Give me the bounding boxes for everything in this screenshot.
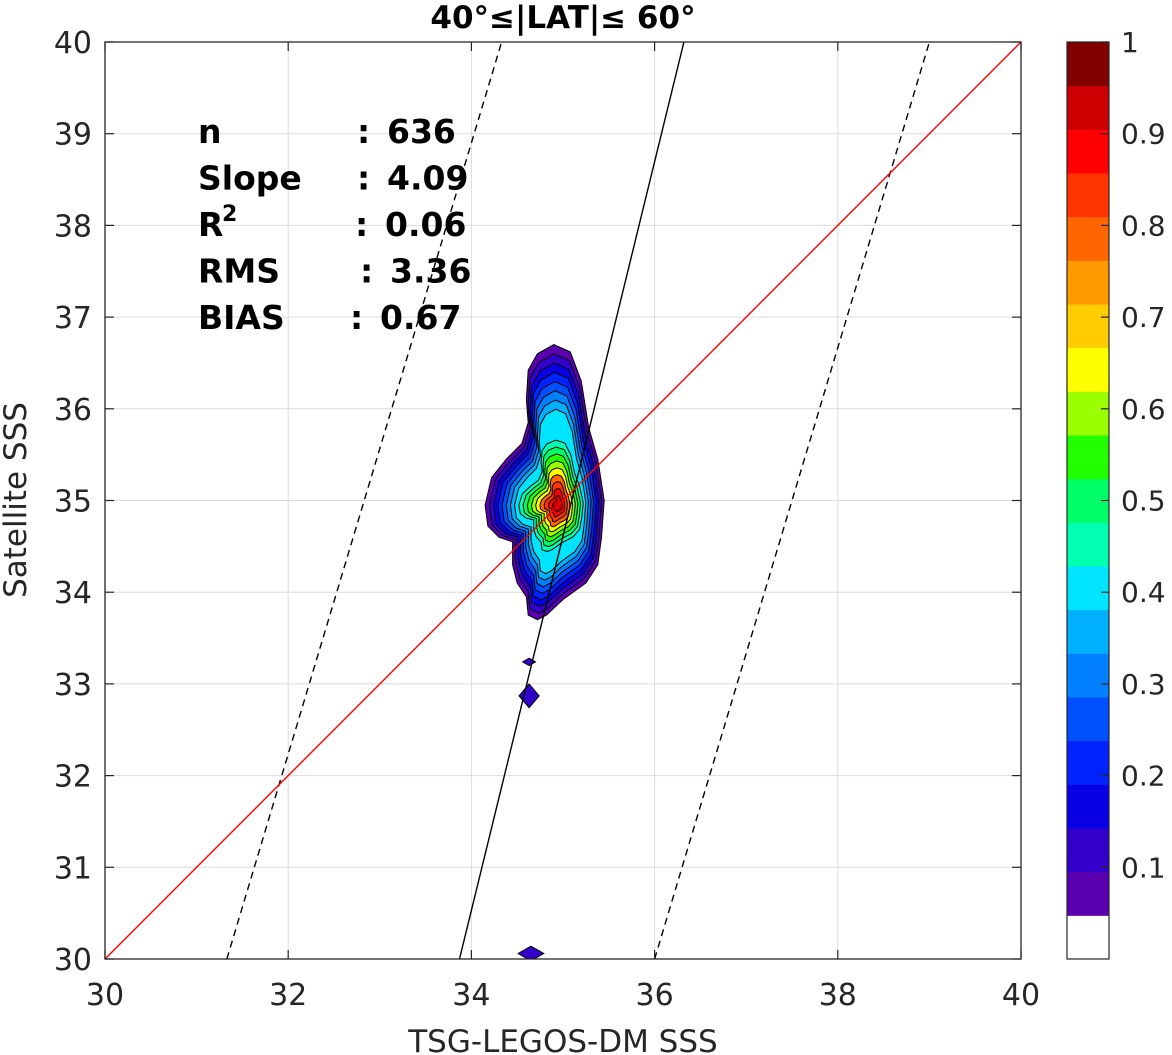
colorbar-tick-label: 0.7 <box>1121 301 1166 334</box>
colorbar-swatch <box>1067 42 1109 87</box>
colorbar-swatch <box>1067 784 1109 829</box>
colorbar: 0.1 0.2 0.3 0.4 0.5 0.6 0.7 0.8 0.9 1 <box>1066 26 1166 960</box>
y-tick-label: 40 <box>54 26 92 61</box>
density-contours <box>484 344 605 959</box>
colorbar-swatch <box>1067 304 1109 349</box>
colorbar-swatch <box>1067 173 1109 218</box>
colorbar-swatch <box>1067 609 1109 654</box>
y-tick-label: 37 <box>54 301 92 336</box>
stat-value: 0.06 <box>385 205 466 244</box>
colorbar-swatch <box>1067 435 1109 480</box>
stat-value: 636 <box>387 112 456 151</box>
y-tick-label: 36 <box>54 393 92 428</box>
colorbar-swatch <box>1067 347 1109 392</box>
reference-lines <box>105 42 1021 959</box>
x-tick-labels: 30 32 34 36 38 40 <box>86 978 1040 1013</box>
regression-line <box>458 42 685 959</box>
colorbar-swatch <box>1067 915 1109 960</box>
y-tick-label: 33 <box>54 668 92 703</box>
y-axis-label: Satellite SSS <box>0 402 34 598</box>
stat-name: BIAS <box>198 298 285 337</box>
colorbar-tick-label: 0.2 <box>1121 760 1166 793</box>
x-tick-label: 30 <box>86 978 124 1013</box>
stat-name: R <box>198 205 223 244</box>
colorbar-tick-label: 0.1 <box>1121 851 1166 884</box>
stat-value: 0.67 <box>380 298 461 337</box>
y-tick-label: 32 <box>54 760 92 795</box>
colorbar-swatch <box>1067 522 1109 567</box>
stat-separator: : <box>360 252 373 291</box>
density-blob <box>517 945 545 959</box>
y-tick-label: 38 <box>54 209 92 244</box>
stat-name: n <box>198 112 222 151</box>
colorbar-swatch <box>1067 566 1109 611</box>
colorbar-swatch <box>1067 129 1109 174</box>
colorbar-tick-label: 0.3 <box>1121 668 1166 701</box>
stat-name: Slope <box>198 159 302 198</box>
stat-separator: : <box>357 159 370 198</box>
stat-value: 3.36 <box>390 252 471 291</box>
stat-value: 4.09 <box>387 159 468 198</box>
colorbar-swatch <box>1067 740 1109 785</box>
colorbar-tick-label: 0.6 <box>1121 393 1166 426</box>
colorbar-swatch <box>1067 871 1109 916</box>
colorbar-swatch <box>1067 216 1109 261</box>
y-tick-label: 31 <box>54 851 92 886</box>
density-blob <box>518 683 540 709</box>
chart-title: 40°≤|LAT|≤ 60° <box>430 0 695 36</box>
colorbar-tick-label: 0.9 <box>1121 118 1166 151</box>
colorbar-tick-label: 0.5 <box>1121 485 1166 518</box>
axis-ticks <box>104 41 1022 960</box>
y-tick-label: 35 <box>54 485 92 520</box>
colorbar-swatch <box>1067 85 1109 130</box>
y-tick-label: 39 <box>54 118 92 153</box>
colorbar-swatch <box>1067 391 1109 436</box>
colorbar-swatch <box>1067 697 1109 742</box>
stat-superscript: 2 <box>222 202 237 227</box>
stat-separator: : <box>357 112 370 151</box>
dashed-line-upper <box>226 42 503 959</box>
colorbar-swatch <box>1067 828 1109 873</box>
stat-separator: : <box>355 205 368 244</box>
stat-separator: : <box>350 298 363 337</box>
identity-line <box>105 42 1021 959</box>
dashed-line-lower <box>653 42 931 959</box>
colorbar-swatch <box>1067 653 1109 698</box>
x-tick-label: 40 <box>1002 978 1040 1013</box>
y-tick-label: 34 <box>54 576 92 611</box>
density-blob <box>521 657 537 667</box>
y-tick-labels: 30 31 32 33 34 35 36 37 38 39 40 <box>54 26 92 978</box>
stat-name: RMS <box>198 252 280 291</box>
y-tick-label: 30 <box>54 943 92 978</box>
x-tick-label: 38 <box>819 978 857 1013</box>
colorbar-tick-label: 0.8 <box>1121 209 1166 242</box>
colorbar-swatch <box>1067 260 1109 305</box>
x-tick-label: 32 <box>269 978 307 1013</box>
x-tick-label: 36 <box>636 978 674 1013</box>
colorbar-tick-label: 0.4 <box>1121 576 1166 609</box>
x-axis-label: TSG-LEGOS-DM SSS <box>407 1024 717 1055</box>
x-tick-label: 34 <box>452 978 490 1013</box>
colorbar-tick-label: 1 <box>1121 26 1139 59</box>
